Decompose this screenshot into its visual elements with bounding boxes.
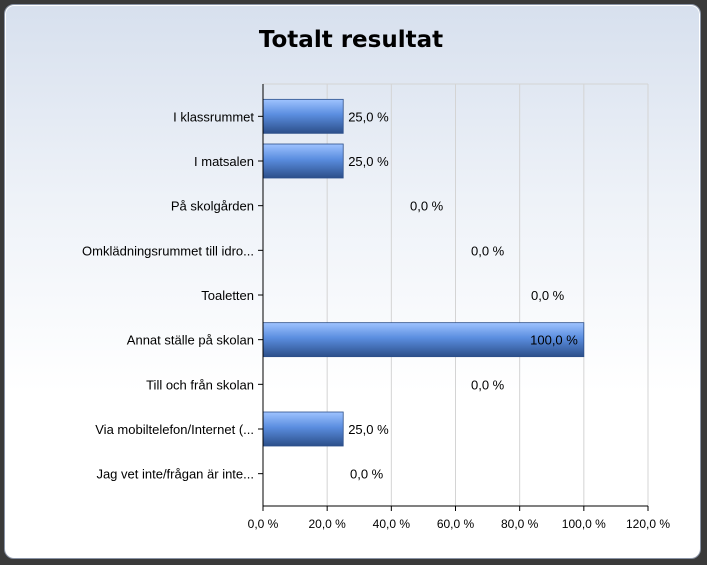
value-label: 0,0 % xyxy=(350,467,384,482)
category-label: I klassrummet xyxy=(173,109,254,124)
category-label: Annat ställe på skolan xyxy=(127,333,254,348)
value-label: 25,0 % xyxy=(348,109,389,124)
value-label: 25,0 % xyxy=(348,154,389,169)
value-label: 0,0 % xyxy=(471,243,505,258)
x-tick-label: 80,0 % xyxy=(501,517,539,531)
value-label: 0,0 % xyxy=(531,288,565,303)
bar xyxy=(262,143,344,179)
value-label: 0,0 % xyxy=(471,377,505,392)
x-tick-label: 120,0 % xyxy=(626,517,670,531)
chart-title: Totalt resultat xyxy=(259,27,443,53)
x-tick-label: 0,0 % xyxy=(248,517,279,531)
x-tick-label: 60,0 % xyxy=(437,517,475,531)
category-label: Omklädningsrummet till idro... xyxy=(82,243,254,258)
value-label: 0,0 % xyxy=(410,199,444,214)
category-label: Toaletten xyxy=(201,288,254,303)
value-label: 100,0 % xyxy=(530,333,578,348)
bar xyxy=(262,98,344,134)
bars xyxy=(262,98,585,447)
x-tick-label: 40,0 % xyxy=(373,517,411,531)
value-label: 25,0 % xyxy=(348,422,389,437)
labels: 0,0 % 20,0 % 40,0 % 60,0 % 80,0 % 100,0 % 120,… xyxy=(82,109,670,531)
category-label: Jag vet inte/frågan är inte... xyxy=(96,467,254,482)
x-tick-label: 20,0 % xyxy=(308,517,346,531)
category-label: På skolgården xyxy=(171,199,254,214)
category-label: Till och från skolan xyxy=(146,377,254,392)
category-label: I matsalen xyxy=(194,154,254,169)
category-label: Via mobiltelefon/Internet (... xyxy=(95,422,254,437)
x-tick-label: 100,0 % xyxy=(562,517,606,531)
chart-panel xyxy=(4,4,701,559)
axes xyxy=(258,84,649,511)
bar xyxy=(262,322,585,358)
bar xyxy=(262,411,344,447)
